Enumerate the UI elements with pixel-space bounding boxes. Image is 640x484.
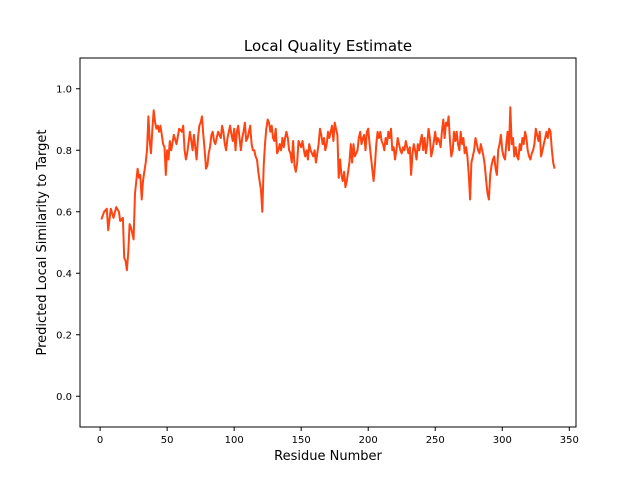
y-axis-ticks: 0.0 0.2 0.4 0.6 0.8 1.0 [56,84,80,403]
series-layer [100,106,556,272]
x-tick-label: 200 [359,435,378,446]
y-tick-label: 0.8 [56,146,72,157]
x-tick-label: 350 [560,435,579,446]
y-tick-label: 1.0 [56,84,72,95]
x-tick-label: 300 [493,435,512,446]
plot-frame [79,57,577,428]
chart-title: Local Quality Estimate [244,37,412,55]
x-tick-label: 50 [161,435,174,446]
x-axis-ticks: 0 50 100 150 200 250 300 350 [97,427,579,446]
x-tick-label: 0 [97,435,103,446]
x-tick-label: 150 [292,435,311,446]
y-tick-label: 0.4 [56,269,72,280]
x-tick-label: 250 [426,435,445,446]
y-tick-label: 0.2 [56,330,72,341]
y-axis-label: Predicted Local Similarity to Target [35,130,50,356]
x-tick-label: 100 [225,435,244,446]
y-tick-label: 0.0 [56,392,72,403]
x-axis-label: Residue Number [274,449,382,464]
y-tick-label: 0.6 [56,207,72,218]
series-line-0 [100,106,556,272]
